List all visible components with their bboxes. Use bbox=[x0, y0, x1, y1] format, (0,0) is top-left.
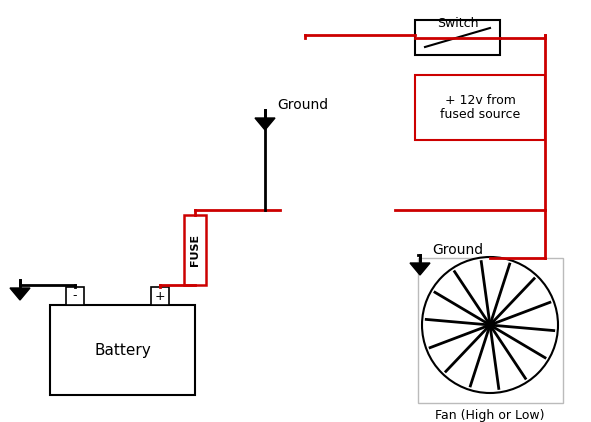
Bar bbox=[50, 305, 195, 395]
Polygon shape bbox=[255, 118, 275, 130]
Circle shape bbox=[422, 257, 558, 393]
Text: Ground: Ground bbox=[432, 243, 483, 257]
Polygon shape bbox=[10, 288, 30, 300]
Bar bbox=[151, 287, 169, 305]
Text: -: - bbox=[73, 289, 77, 303]
Text: Switch: Switch bbox=[437, 17, 478, 30]
Text: Ground: Ground bbox=[277, 98, 328, 112]
Bar bbox=[66, 287, 84, 305]
Bar bbox=[415, 20, 500, 55]
Polygon shape bbox=[410, 263, 430, 275]
Circle shape bbox=[486, 321, 494, 329]
Text: FUSE: FUSE bbox=[190, 234, 200, 266]
Bar bbox=[184, 215, 206, 285]
Text: + 12v from
fused source: + 12v from fused source bbox=[440, 94, 520, 122]
Text: +: + bbox=[155, 289, 165, 303]
Bar bbox=[418, 258, 563, 403]
Text: Fan (High or Low): Fan (High or Low) bbox=[435, 408, 545, 422]
Text: Battery: Battery bbox=[94, 343, 151, 357]
Bar bbox=[415, 75, 545, 140]
